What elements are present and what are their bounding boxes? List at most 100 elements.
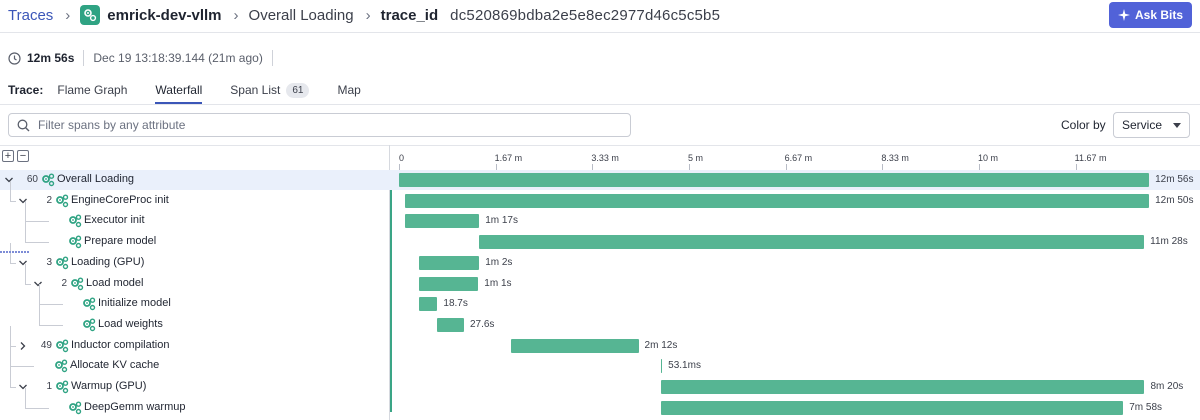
- span-row[interactable]: DeepGemm warmup7m 58s: [0, 398, 1200, 418]
- span-duration-bar[interactable]: [419, 297, 437, 311]
- span-row-tree: Allocate KV cache: [0, 356, 389, 376]
- span-duration-bar[interactable]: [479, 235, 1144, 249]
- collapse-all-button[interactable]: −: [17, 150, 29, 162]
- tree-connector: [10, 346, 11, 366]
- tab-map[interactable]: Map: [337, 78, 360, 102]
- tab-flame-graph-label: Flame Graph: [57, 83, 127, 97]
- span-name: Inductor compilation: [71, 339, 169, 351]
- chevron-right-icon[interactable]: [18, 340, 28, 352]
- service-gears-icon: [68, 235, 82, 249]
- tree-connector: [10, 326, 11, 346]
- ask-bits-label: Ask Bits: [1135, 8, 1183, 22]
- color-by-select[interactable]: Service: [1113, 112, 1190, 138]
- row-drag-indicator: [0, 251, 30, 253]
- span-duration-bar[interactable]: [399, 173, 1149, 187]
- span-row-tree: DeepGemm warmup: [0, 398, 389, 418]
- breadcrumb-chevron-icon: ›: [366, 7, 371, 24]
- tree-connector: [25, 222, 26, 242]
- service-gears-icon: [54, 359, 68, 373]
- tab-flame-graph[interactable]: Flame Graph: [57, 78, 127, 102]
- span-name: Allocate KV cache: [70, 359, 159, 371]
- chevron-down-icon[interactable]: [18, 381, 28, 393]
- chevron-down-icon[interactable]: [33, 278, 43, 290]
- tree-connector: [39, 325, 63, 326]
- span-duration-label: 11m 28s: [1150, 236, 1188, 247]
- header-divider: [0, 32, 1200, 33]
- tab-map-label: Map: [337, 83, 360, 97]
- tree-connector: [25, 264, 26, 284]
- span-row[interactable]: Executor init 1m 17s: [0, 211, 1200, 231]
- color-by-value: Service: [1122, 118, 1162, 132]
- span-name: Initialize model: [98, 297, 171, 309]
- service-gears-icon: [55, 380, 69, 394]
- span-row[interactable]: Load weights 27.6s: [0, 315, 1200, 335]
- chevron-down-icon[interactable]: [18, 195, 28, 207]
- span-row-tree: Load weights: [0, 315, 389, 335]
- span-duration-bar[interactable]: [661, 380, 1144, 394]
- service-gears-icon: [55, 256, 69, 270]
- span-row-tree: 2Load model: [0, 274, 389, 294]
- span-row[interactable]: Prepare model11m 28s: [0, 232, 1200, 252]
- span-row[interactable]: 60 Overall Loading 12m 56s: [0, 170, 1200, 190]
- child-count: 60: [16, 174, 38, 185]
- span-duration-label: 27.6s: [470, 319, 494, 330]
- ruler-tick-label: 5 m: [688, 153, 703, 163]
- minus-icon: −: [20, 151, 26, 161]
- ask-bits-button[interactable]: Ask Bits: [1109, 2, 1192, 28]
- span-row-tree: Executor init: [0, 211, 389, 231]
- tab-waterfall-label: Waterfall: [155, 83, 202, 97]
- span-filter-input[interactable]: [38, 118, 618, 132]
- span-row[interactable]: Allocate KV cache 53.1ms: [0, 356, 1200, 376]
- tabs-divider: [0, 104, 1200, 105]
- span-duration-label: 2m 12s: [645, 340, 678, 351]
- span-name: Executor init: [84, 214, 145, 226]
- span-duration-bar[interactable]: [661, 401, 1123, 415]
- span-row[interactable]: 2Load model1m 1s: [0, 274, 1200, 294]
- span-duration-label: 18.7s: [443, 298, 467, 309]
- chevron-down-icon: [1173, 123, 1181, 128]
- expand-all-button[interactable]: +: [2, 150, 14, 162]
- view-tabs: Trace: Flame Graph Waterfall Span List61…: [8, 78, 389, 102]
- span-duration-bar[interactable]: [405, 194, 1149, 208]
- service-gears-icon: [68, 401, 82, 415]
- span-duration-label: 53.1ms: [668, 360, 701, 371]
- chevron-down-icon[interactable]: [18, 257, 28, 269]
- span-row[interactable]: Initialize model 18.7s: [0, 294, 1200, 314]
- span-duration-bar[interactable]: [437, 318, 464, 332]
- chevron-down-icon[interactable]: [4, 174, 14, 186]
- span-duration-bar[interactable]: [419, 256, 479, 270]
- span-row-tree: 49Inductor compilation: [0, 336, 389, 356]
- span-duration-label: 1m 17s: [485, 215, 518, 226]
- ruler-tick-label: 3.33 m: [591, 153, 619, 163]
- meta-divider: [83, 50, 84, 66]
- child-count: 3: [30, 257, 52, 268]
- span-filter[interactable]: [8, 113, 631, 137]
- span-name: Overall Loading: [57, 173, 134, 185]
- tree-connector: [25, 242, 49, 243]
- tree-connector: [25, 408, 49, 409]
- span-row[interactable]: 49Inductor compilation 2m 12s: [0, 336, 1200, 356]
- tab-waterfall[interactable]: Waterfall: [155, 78, 202, 102]
- span-row[interactable]: 1Warmup (GPU)8m 20s: [0, 377, 1200, 397]
- child-count: 1: [30, 381, 52, 392]
- breadcrumb-service[interactable]: emrick-dev-vllm: [107, 7, 221, 24]
- top-header: Traces › emrick-dev-vllm › Overall Loadi…: [0, 0, 1200, 30]
- tree-connector: [10, 387, 16, 388]
- breadcrumb-traces-link[interactable]: Traces: [8, 7, 53, 24]
- tab-span-list[interactable]: Span List61: [230, 78, 309, 102]
- span-duration-bar[interactable]: [661, 359, 662, 373]
- span-row[interactable]: 2EngineCoreProc init12m 50s: [0, 191, 1200, 211]
- service-gears-icon: [80, 5, 100, 25]
- service-gears-icon: [70, 277, 84, 291]
- span-name: DeepGemm warmup: [84, 401, 185, 413]
- service-gears-icon: [82, 318, 96, 332]
- span-duration-label: 12m 56s: [1155, 174, 1193, 185]
- plus-icon: +: [5, 151, 11, 161]
- tree-connector: [10, 367, 11, 387]
- tree-connector: [39, 305, 40, 325]
- span-duration-bar[interactable]: [419, 277, 478, 291]
- span-duration-bar[interactable]: [511, 339, 639, 353]
- span-row[interactable]: 3Loading (GPU)1m 2s: [0, 253, 1200, 273]
- span-duration-bar[interactable]: [405, 214, 479, 228]
- trace-start-time: Dec 19 13:18:39.144 (21m ago): [93, 51, 262, 65]
